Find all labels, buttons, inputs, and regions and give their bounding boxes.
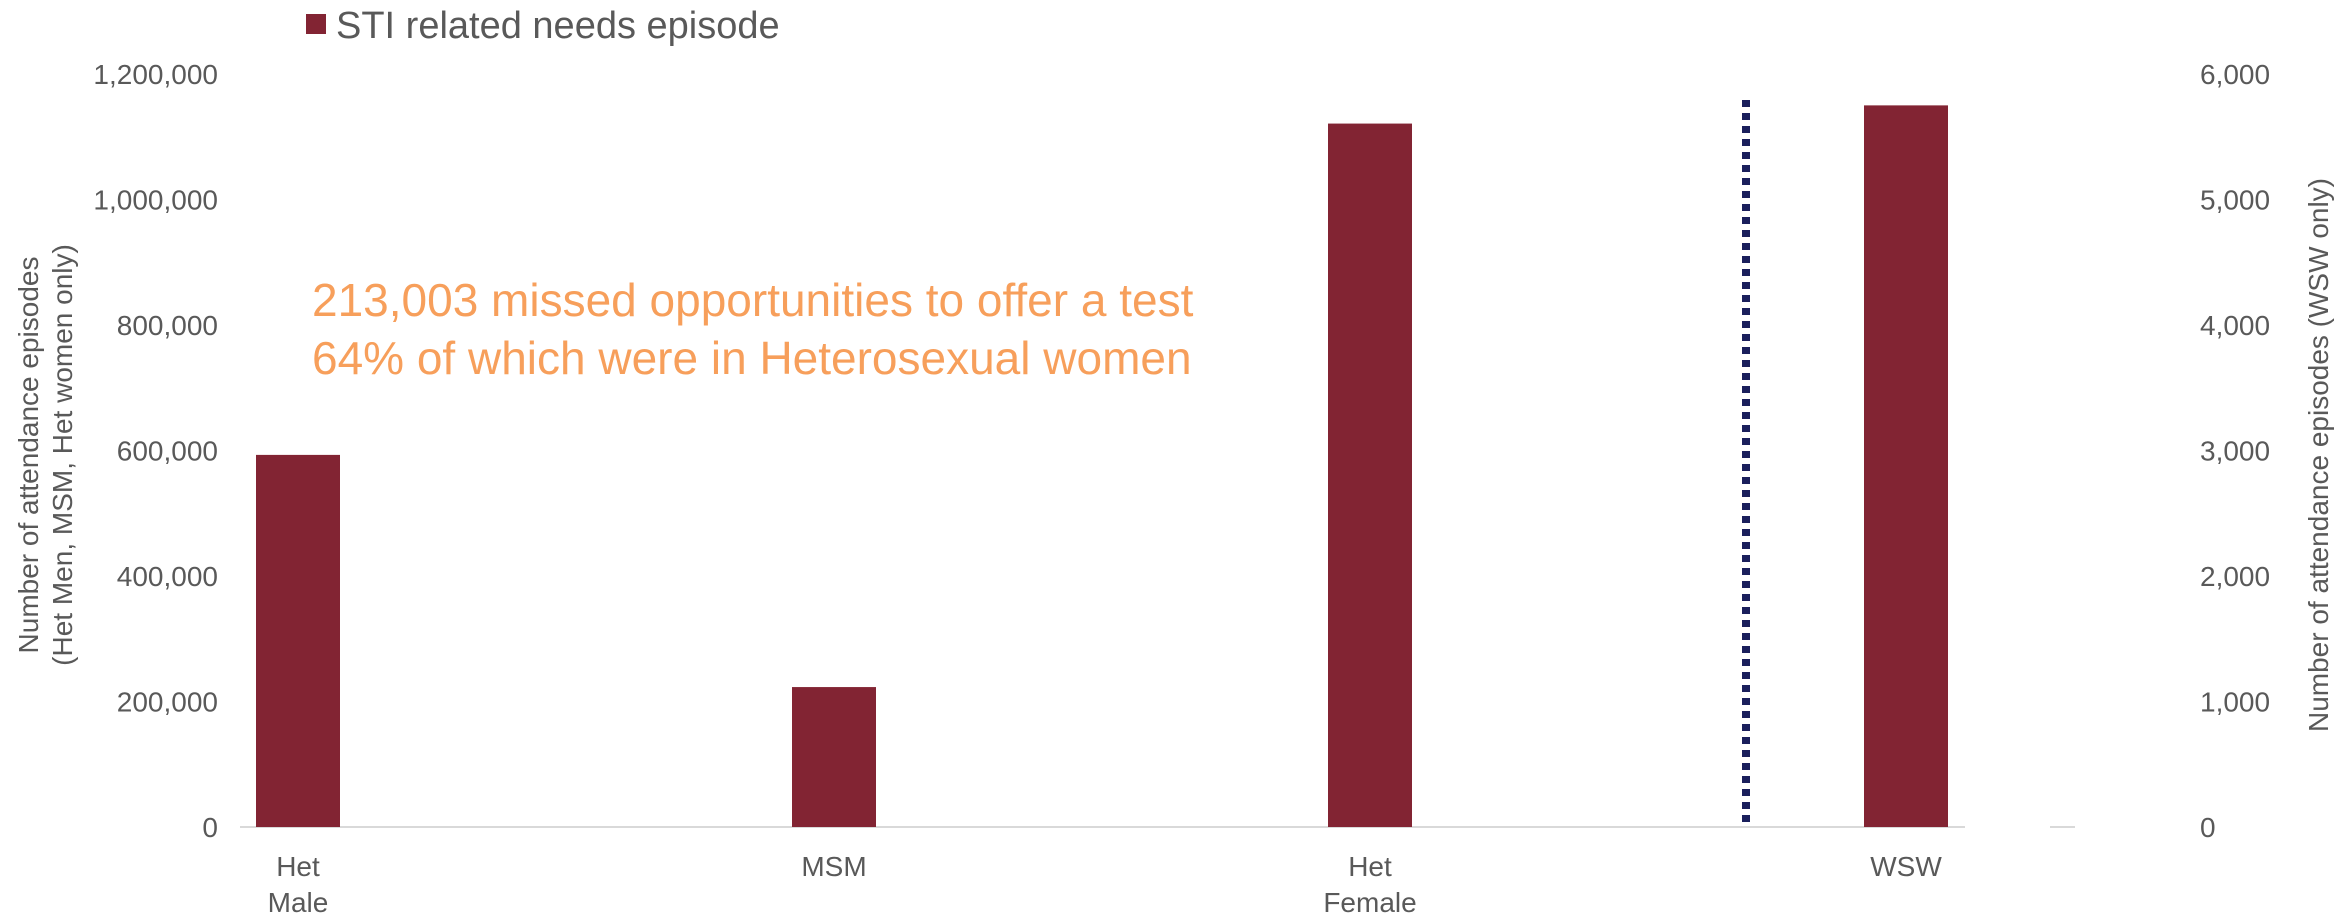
left-axis-ticks: 0 200,000 400,000 600,000 800,000 1,000,000 1,… xyxy=(93,59,218,843)
left-tick-label: 1,000,000 xyxy=(93,185,218,216)
right-tick-label: 4,000 xyxy=(2200,310,2270,341)
right-axis-title: Number of attendance episodes (WSW only) xyxy=(2303,178,2334,732)
legend: STI related needs episode xyxy=(306,5,780,47)
left-tick-label: 0 xyxy=(202,812,218,843)
left-tick-label: 600,000 xyxy=(117,436,218,467)
bars xyxy=(256,105,1948,827)
left-axis-title-line1: Number of attendance episodes xyxy=(13,257,44,654)
left-axis-title-line2: (Het Men, MSM, Het women only) xyxy=(47,244,78,666)
right-axis-ticks: 0 1,000 2,000 3,000 4,000 5,000 6,000 xyxy=(2200,59,2270,843)
category-labels: Het Male MSM Het Female WSW xyxy=(268,851,1943,916)
right-tick-label: 2,000 xyxy=(2200,561,2270,592)
right-tick-label: 0 xyxy=(2200,812,2216,843)
bar xyxy=(792,687,876,827)
annotation: 213,003 missed opportunities to offer a … xyxy=(312,274,1194,384)
category-label: MSM xyxy=(801,851,866,882)
right-tick-label: 5,000 xyxy=(2200,185,2270,216)
category-label: Male xyxy=(268,887,329,916)
category-label: Het xyxy=(276,851,320,882)
category-label: Het xyxy=(1348,851,1392,882)
right-tick-label: 6,000 xyxy=(2200,59,2270,90)
legend-label: STI related needs episode xyxy=(336,5,780,47)
right-tick-label: 1,000 xyxy=(2200,687,2270,718)
bar xyxy=(1328,123,1412,827)
annotation-line1: 213,003 missed opportunities to offer a … xyxy=(312,274,1194,326)
category-label: Female xyxy=(1323,887,1416,916)
annotation-line2: 64% of which were in Heterosexual women xyxy=(312,332,1192,384)
left-tick-label: 800,000 xyxy=(117,310,218,341)
bar xyxy=(1864,105,1948,827)
right-tick-label: 3,000 xyxy=(2200,436,2270,467)
left-tick-label: 200,000 xyxy=(117,687,218,718)
left-tick-label: 1,200,000 xyxy=(93,59,218,90)
left-tick-label: 400,000 xyxy=(117,561,218,592)
legend-swatch xyxy=(306,14,326,34)
category-label: WSW xyxy=(1870,851,1942,882)
bar xyxy=(256,454,340,827)
